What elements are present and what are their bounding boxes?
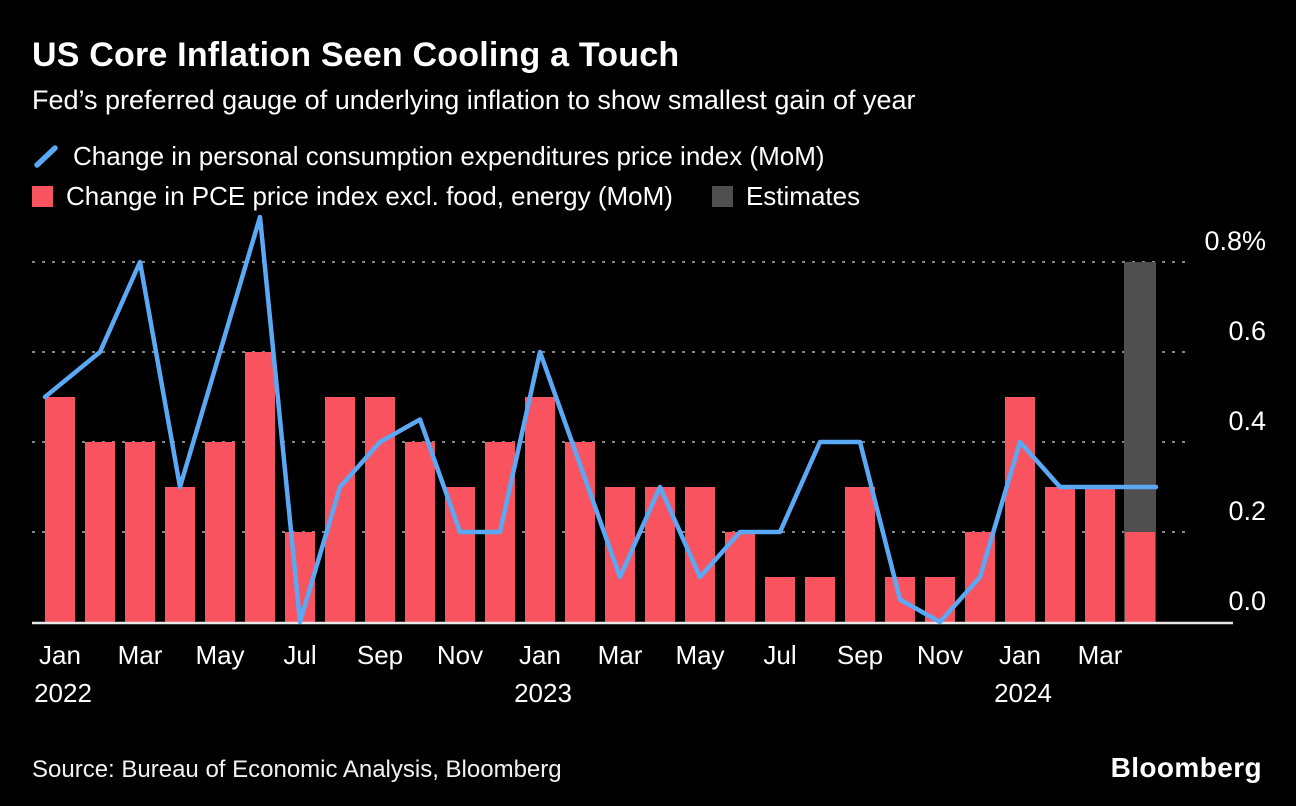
estimate-series-label: Estimates	[745, 181, 861, 212]
svg-text:2023: 2023	[514, 678, 572, 708]
svg-text:Sep: Sep	[357, 640, 403, 670]
chart-footer: Source: Bureau of Economic Analysis, Blo…	[32, 752, 1262, 784]
svg-text:0.0: 0.0	[1228, 586, 1266, 616]
estimate-series-icon	[711, 186, 733, 208]
chart-title: US Core Inflation Seen Cooling a Touch	[32, 36, 680, 74]
svg-text:May: May	[675, 640, 724, 670]
x-axis-labels: Jan 2022 Mar May Jul Sep Nov Jan 2023 Mar May Jul Se…	[34, 640, 1123, 708]
headline-pce-line	[42, 214, 1159, 625]
bar-series-label: Change in PCE price index excl. food, en…	[66, 181, 673, 212]
svg-text:Jan: Jan	[999, 640, 1041, 670]
svg-text:2022: 2022	[34, 678, 92, 708]
svg-text:0.4: 0.4	[1228, 406, 1266, 436]
y-axis-labels: 0.0 0.2 0.4 0.6 0.8%	[1204, 226, 1266, 616]
svg-text:0.8%: 0.8%	[1204, 226, 1266, 256]
svg-text:Jul: Jul	[283, 640, 316, 670]
bar-series-icon	[32, 186, 53, 208]
svg-text:Sep: Sep	[837, 640, 883, 670]
svg-text:Jan: Jan	[39, 640, 81, 670]
svg-text:0.6: 0.6	[1228, 316, 1266, 346]
core-pce-bars	[45, 352, 1155, 622]
line-series-icon	[34, 145, 58, 168]
svg-text:Mar: Mar	[1078, 640, 1123, 670]
source-note: Source: Bureau of Economic Analysis, Blo…	[32, 756, 562, 783]
legend-row-bar: Change in PCE price index excl. food, en…	[32, 181, 1260, 212]
svg-text:May: May	[195, 640, 244, 670]
bloomberg-logo: Bloomberg	[1110, 752, 1262, 783]
svg-text:Mar: Mar	[598, 640, 643, 670]
svg-text:Jan: Jan	[519, 640, 561, 670]
svg-text:Mar: Mar	[118, 640, 163, 670]
chart-subtitle: Fed’s preferred gauge of underlying infl…	[32, 84, 916, 115]
pce-inflation-chart: 0.0 0.2 0.4 0.6 0.8% Jan 2022 Mar May Jul Sep Nov Ja…	[0, 182, 1296, 722]
svg-text:Nov: Nov	[917, 640, 963, 670]
svg-text:0.2: 0.2	[1228, 496, 1266, 526]
svg-text:Nov: Nov	[437, 640, 483, 670]
svg-text:2024: 2024	[994, 678, 1052, 708]
line-series-label: Change in personal consumption expenditu…	[73, 141, 825, 172]
legend-row-line: Change in personal consumption expenditu…	[32, 141, 1260, 172]
svg-text:Jul: Jul	[763, 640, 796, 670]
chart-header: US Core Inflation Seen Cooling a Touch F…	[0, 0, 1296, 212]
chart-legend: Change in personal consumption expenditu…	[32, 141, 1260, 212]
